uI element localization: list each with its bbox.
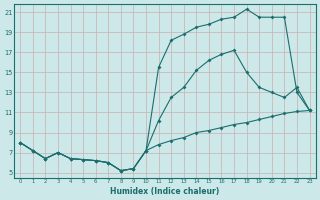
X-axis label: Humidex (Indice chaleur): Humidex (Indice chaleur): [110, 187, 220, 196]
